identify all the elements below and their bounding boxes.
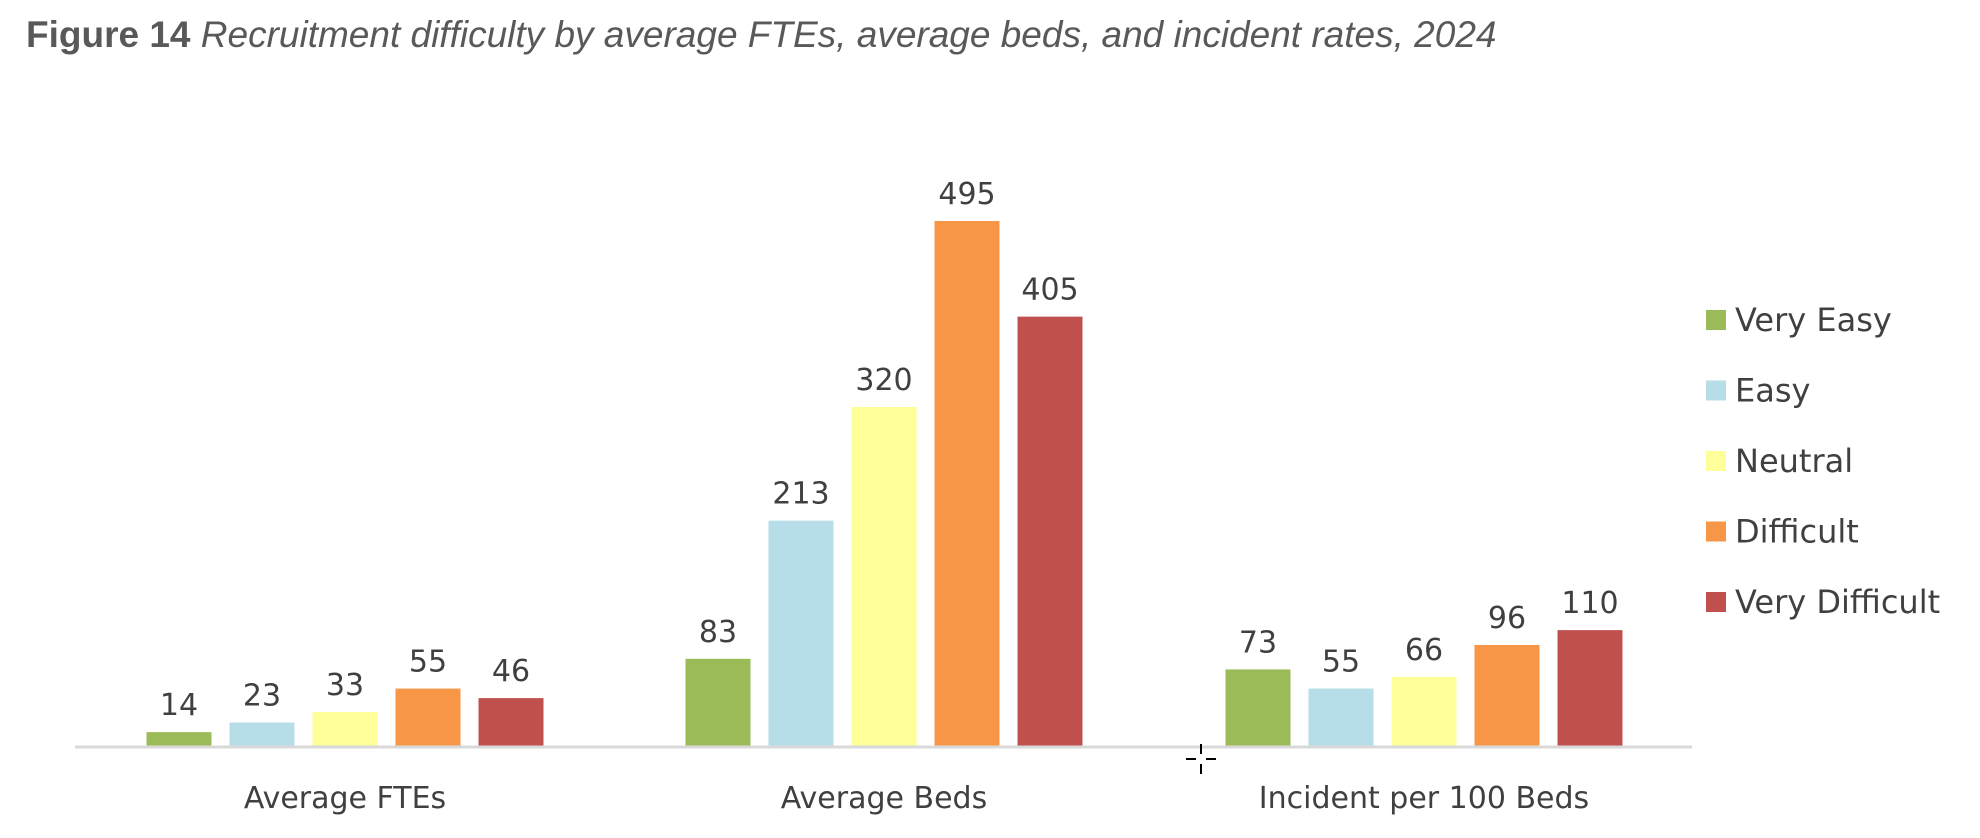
bar-average-beds-very-difficult — [1017, 316, 1083, 747]
data-label-average-beds-difficult: 495 — [938, 177, 995, 212]
data-label-incident-per-100-beds-neutral: 66 — [1405, 633, 1443, 668]
bar-incident-per-100-beds-very-difficult — [1557, 630, 1623, 747]
legend-label-difficult: Difficult — [1735, 513, 1859, 551]
bar-average-ftes-easy — [229, 722, 295, 747]
legend-label-neutral: Neutral — [1735, 442, 1853, 480]
category-labels-layer: Average FTEs Average Beds Incident per 100… — [244, 781, 1589, 816]
legend-swatch-neutral — [1706, 451, 1726, 471]
legend-label-easy: Easy — [1735, 372, 1810, 410]
data-label-average-beds-neutral: 320 — [855, 363, 912, 398]
chart-title: Figure 14 Recruitment difficulty by aver… — [26, 14, 1496, 56]
legend: Very Easy Easy Neutral Difficult Very Diffic… — [1706, 301, 1940, 621]
legend-label-very-difficult: Very Difficult — [1735, 583, 1940, 621]
category-label-average-ftes: Average FTEs — [244, 781, 446, 816]
legend-swatch-very-easy — [1706, 310, 1726, 330]
category-label-incident-per-100-beds: Incident per 100 Beds — [1259, 781, 1589, 816]
data-labels-layer: 14 23 33 55 46 83 213 320 495 405 73 55 66 96 110 — [160, 177, 1619, 723]
bar-average-beds-easy — [768, 520, 834, 747]
category-label-average-beds: Average Beds — [781, 781, 987, 816]
bar-average-beds-neutral — [851, 406, 917, 747]
bar-incident-per-100-beds-difficult — [1474, 644, 1540, 747]
legend-label-very-easy: Very Easy — [1735, 301, 1892, 339]
bars-layer — [146, 221, 1623, 747]
data-label-incident-per-100-beds-difficult: 96 — [1488, 601, 1526, 636]
data-label-average-beds-very-easy: 83 — [699, 615, 737, 650]
legend-swatch-very-difficult — [1706, 592, 1726, 612]
bar-incident-per-100-beds-very-easy — [1225, 669, 1291, 747]
bar-average-beds-very-easy — [685, 658, 751, 747]
crosshair-cursor-icon — [1186, 744, 1216, 774]
data-label-average-beds-easy: 213 — [772, 477, 829, 512]
data-label-incident-per-100-beds-very-easy: 73 — [1239, 625, 1277, 660]
data-label-average-ftes-neutral: 33 — [326, 668, 364, 703]
bar-average-ftes-difficult — [395, 688, 461, 747]
data-label-average-beds-very-difficult: 405 — [1021, 273, 1078, 308]
bar-incident-per-100-beds-neutral — [1391, 676, 1457, 747]
data-label-average-ftes-easy: 23 — [243, 679, 281, 714]
legend-swatch-difficult — [1706, 521, 1726, 542]
legend-swatch-easy — [1706, 380, 1726, 401]
data-label-average-ftes-difficult: 55 — [409, 645, 447, 680]
bar-average-ftes-very-easy — [146, 732, 212, 747]
data-label-incident-per-100-beds-easy: 55 — [1322, 645, 1360, 680]
data-label-incident-per-100-beds-very-difficult: 110 — [1561, 586, 1618, 621]
bar-average-beds-difficult — [934, 221, 1000, 747]
figure-number: Figure 14 — [26, 14, 191, 55]
bar-incident-per-100-beds-easy — [1308, 688, 1374, 747]
bar-average-ftes-neutral — [312, 711, 378, 747]
figure-caption: Recruitment difficulty by average FTEs, … — [200, 14, 1497, 55]
data-label-average-ftes-very-difficult: 46 — [492, 654, 530, 689]
data-label-average-ftes-very-easy: 14 — [160, 688, 198, 723]
bar-average-ftes-very-difficult — [478, 698, 544, 747]
